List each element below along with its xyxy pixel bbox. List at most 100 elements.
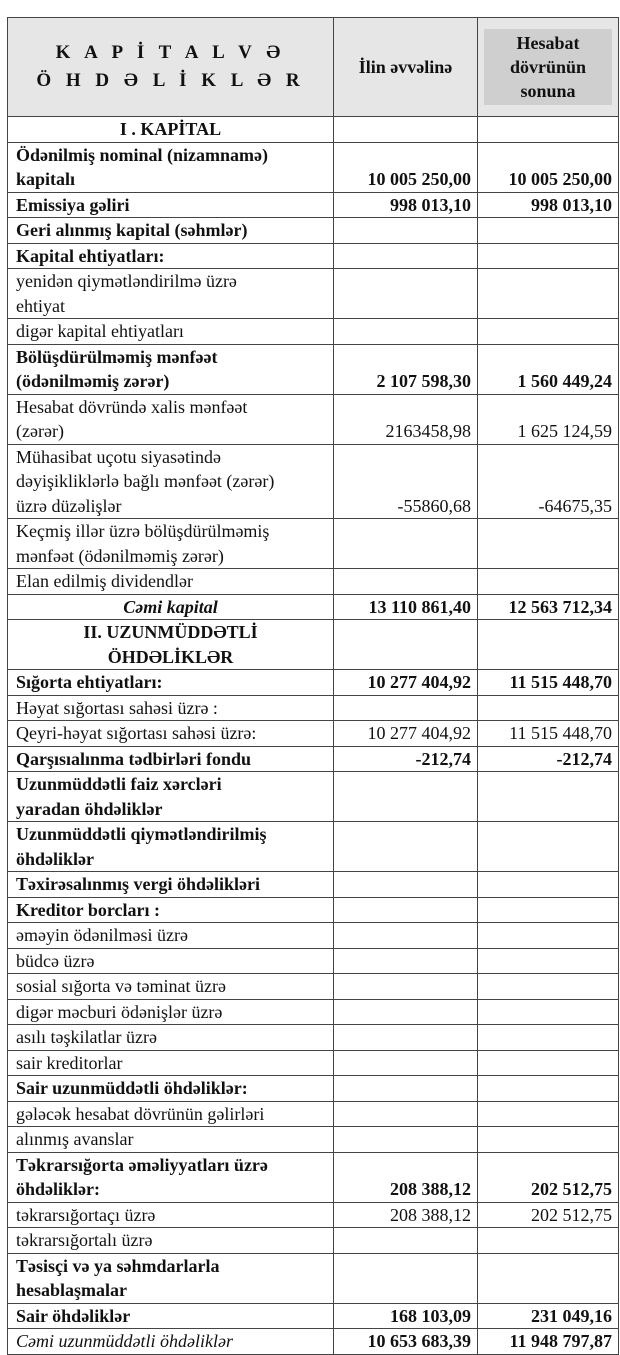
value-beginning-of-year: 10 277 404,92: [333, 720, 478, 747]
value-end-of-period: 10 005 250,00: [477, 141, 619, 193]
value-beginning-of-year: -55860,68: [333, 443, 478, 519]
value-end-of-period: [477, 318, 619, 345]
table-row: Hesabat dövründə xalis mənfəət (zərər) 21…: [7, 393, 619, 445]
table-row: yenidən qiymətləndirilmə üzrə ehtiyat: [7, 268, 619, 319]
value-end-of-period: [477, 896, 619, 923]
value-beginning-of-year: [333, 821, 478, 872]
value-end-of-period: [477, 268, 619, 319]
table-row: Emissiya gəliri 998 013,10 998 013,10: [7, 191, 619, 218]
row-label: Sığorta ehtiyatları:: [7, 669, 334, 696]
row-label: asılı təşkilatlar üzrə: [7, 1024, 334, 1051]
header-capital-liabilities: K A P İ T A L V Ə Ö H D Ə L İ K L Ə R: [7, 17, 334, 117]
header-end-of-period-label: Hesabat dövrünün sonuna: [484, 29, 612, 105]
table-row: Geri alınmış kapital (səhmlər): [7, 217, 619, 244]
table-row: Qarşısıalınma tədbirləri fondu -212,74 -21…: [7, 745, 619, 772]
value-end-of-period: -212,74: [477, 745, 619, 772]
value-end-of-period: 202 512,75: [477, 1201, 619, 1228]
value-end-of-period: [477, 922, 619, 949]
table-row: Qeyri-həyat sığortası sahəsi üzrə: 10 277…: [7, 720, 619, 747]
row-label: Qarşısıalınma tədbirləri fondu: [7, 745, 334, 772]
value-end-of-period: [477, 1024, 619, 1051]
value-beginning-of-year: [333, 318, 478, 345]
row-label: büdcə üzrə: [7, 947, 334, 974]
balance-sheet-table: K A P İ T A L V Ə Ö H D Ə L İ K L Ə R İl…: [7, 17, 619, 1355]
table-row: Bölüşdürülməmiş mənfəət (ödənilməmiş zər…: [7, 343, 619, 395]
table-row: Uzunmüddətli qiymətləndirilmiş öhdəliklə…: [7, 821, 619, 872]
value-beginning-of-year: [333, 116, 478, 143]
row-label: Həyat sığortası sahəsi üzrə :: [7, 694, 334, 721]
value-end-of-period: [477, 568, 619, 595]
value-beginning-of-year: [333, 896, 478, 923]
value-beginning-of-year: 10 005 250,00: [333, 141, 478, 193]
value-beginning-of-year: [333, 1024, 478, 1051]
value-end-of-period: [477, 217, 619, 244]
row-label: digər məcburi ödənişlər üzrə: [7, 998, 334, 1025]
value-beginning-of-year: [333, 1049, 478, 1076]
value-end-of-period: [477, 998, 619, 1025]
row-label: təkrarsığortaçı üzrə: [7, 1201, 334, 1228]
table-row: Təxirəsalınmış vergi öhdəlikləri: [7, 871, 619, 898]
value-end-of-period: [477, 973, 619, 1000]
value-end-of-period: [477, 1100, 619, 1127]
table-row: Uzunmüddətli faiz xərcləri yaradan öhdəl…: [7, 771, 619, 822]
value-beginning-of-year: [333, 1252, 478, 1304]
value-beginning-of-year: [333, 242, 478, 269]
row-label: gələcək hesabat dövrünün gəlirləri: [7, 1100, 334, 1127]
value-beginning-of-year: [333, 518, 478, 569]
value-end-of-period: [477, 771, 619, 822]
table-row: büdcə üzrə: [7, 947, 619, 974]
value-end-of-period: 11 948 797,87: [477, 1328, 619, 1355]
value-end-of-period: [477, 1126, 619, 1153]
value-end-of-period: [477, 518, 619, 569]
table-row: Təsisçi və ya səhmdarlarla hesablaşmalar: [7, 1252, 619, 1304]
value-beginning-of-year: 10 653 683,39: [333, 1328, 478, 1355]
value-beginning-of-year: [333, 1100, 478, 1127]
row-label: sair kreditorlar: [7, 1049, 334, 1076]
value-beginning-of-year: 10 277 404,92: [333, 669, 478, 696]
row-label: Cəmi kapital: [7, 593, 334, 620]
row-label: alınmış avanslar: [7, 1126, 334, 1153]
header-end-of-period: Hesabat dövrünün sonuna: [477, 17, 619, 117]
row-label: Ödənilmiş nominal (nizamnamə) kapitalı: [7, 141, 334, 193]
value-beginning-of-year: [333, 217, 478, 244]
value-end-of-period: [477, 1227, 619, 1254]
table-row: digər məcburi ödənişlər üzrə: [7, 998, 619, 1025]
value-beginning-of-year: [333, 973, 478, 1000]
value-beginning-of-year: 208 388,12: [333, 1151, 478, 1203]
row-label: Elan edilmiş dividendlər: [7, 568, 334, 595]
row-label: Mühasibat uçotu siyasətində dəyişikliklə…: [7, 443, 334, 519]
row-label: Kreditor borcları :: [7, 896, 334, 923]
value-beginning-of-year: [333, 694, 478, 721]
value-beginning-of-year: [333, 568, 478, 595]
row-label: Uzunmüddətli qiymətləndirilmiş öhdəliklə…: [7, 821, 334, 872]
value-end-of-period: [477, 619, 619, 670]
value-end-of-period: 202 512,75: [477, 1151, 619, 1203]
table-header-row: K A P İ T A L V Ə Ö H D Ə L İ K L Ə R İl…: [7, 17, 619, 117]
value-end-of-period: 12 563 712,34: [477, 593, 619, 620]
table-row: I . KAPİTAL: [7, 116, 619, 143]
value-end-of-period: [477, 821, 619, 872]
value-beginning-of-year: [333, 1126, 478, 1153]
row-label: Keçmiş illər üzrə bölüşdürülməmiş mənfəə…: [7, 518, 334, 569]
table-row: alınmış avanslar: [7, 1126, 619, 1153]
table-row: asılı təşkilatlar üzrə: [7, 1024, 619, 1051]
value-end-of-period: [477, 1075, 619, 1102]
value-beginning-of-year: 13 110 861,40: [333, 593, 478, 620]
table-row: təkrarsığortaçı üzrə 208 388,12 202 512,75: [7, 1201, 619, 1228]
table-row: Ödənilmiş nominal (nizamnamə) kapitalı 10…: [7, 141, 619, 193]
table-row: Keçmiş illər üzrə bölüşdürülməmiş mənfəə…: [7, 518, 619, 569]
table-row: II. UZUNMÜDDƏTLİ ÖHDƏLİKLƏR: [7, 619, 619, 670]
row-label: I . KAPİTAL: [7, 116, 334, 143]
value-beginning-of-year: 168 103,09: [333, 1302, 478, 1329]
row-label: Təsisçi və ya səhmdarlarla hesablaşmalar: [7, 1252, 334, 1304]
table-row: Sığorta ehtiyatları: 10 277 404,92 11 515 …: [7, 669, 619, 696]
row-label: digər kapital ehtiyatları: [7, 318, 334, 345]
value-beginning-of-year: [333, 619, 478, 670]
value-end-of-period: [477, 116, 619, 143]
value-beginning-of-year: [333, 871, 478, 898]
table-row: sair kreditorlar: [7, 1049, 619, 1076]
table-row: Təkrarsığorta əməliyyatları üzrə öhdəlik…: [7, 1151, 619, 1203]
value-end-of-period: 231 049,16: [477, 1302, 619, 1329]
table-row: Həyat sığortası sahəsi üzrə :: [7, 694, 619, 721]
value-end-of-period: [477, 1252, 619, 1304]
